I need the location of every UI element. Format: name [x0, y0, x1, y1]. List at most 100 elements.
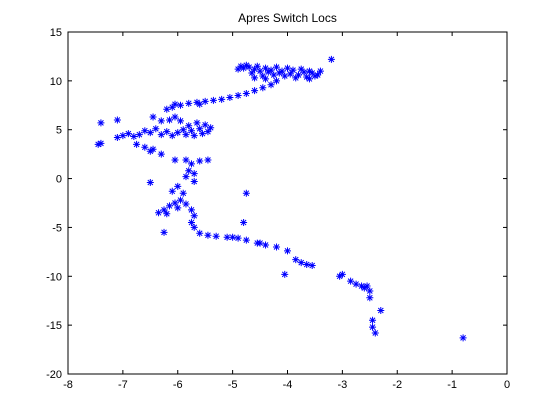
y-tick-label: -5: [52, 222, 62, 234]
scatter-point: [253, 62, 261, 70]
scatter-point: [273, 77, 281, 85]
scatter-point: [187, 206, 195, 214]
scatter-point: [97, 139, 105, 147]
scatter-point: [196, 125, 204, 133]
scatter-point: [366, 294, 374, 302]
scatter-point: [160, 228, 168, 236]
scatter-point: [358, 282, 366, 290]
scatter-point: [149, 113, 157, 121]
scatter-point: [275, 69, 283, 77]
scatter-point: [179, 189, 187, 197]
scatter-point: [190, 178, 198, 186]
x-tick-label: -2: [392, 379, 402, 391]
scatter-point: [146, 147, 154, 155]
scatter-point: [459, 334, 467, 342]
scatter-point: [163, 210, 171, 218]
x-tick-label: -5: [228, 379, 238, 391]
scatter-point: [152, 125, 160, 133]
y-tick-label: -20: [46, 369, 62, 381]
scatter-point: [289, 66, 297, 74]
scatter-point: [242, 90, 250, 98]
scatter-point: [267, 66, 275, 74]
scatter-point: [193, 98, 201, 106]
scatter-point: [245, 63, 253, 71]
scatter-point: [196, 229, 204, 237]
scatter-point: [168, 103, 176, 111]
scatter-point: [179, 126, 187, 134]
scatter-point: [234, 234, 242, 242]
scatter-point: [171, 113, 179, 121]
scatter-point: [185, 122, 193, 130]
axes-frame: [67, 31, 508, 375]
scatter-point: [251, 87, 259, 95]
scatter-point: [303, 261, 311, 269]
chart-title: Apres Switch Locs: [238, 11, 337, 25]
scatter-point: [281, 270, 289, 278]
scatter-point: [300, 68, 308, 76]
scatter-point: [185, 99, 193, 107]
scatter-point: [146, 178, 154, 186]
scatter-point: [174, 182, 182, 190]
scatter-point: [267, 81, 275, 89]
scatter-point: [196, 157, 204, 165]
scatter-point: [369, 316, 377, 324]
scatter-point: [259, 72, 267, 80]
scatter-point: [262, 64, 270, 72]
scatter-point: [256, 67, 264, 75]
scatter-point: [212, 232, 220, 240]
scatter-point: [262, 75, 270, 83]
scatter-point: [240, 64, 248, 72]
x-tick-label: -7: [118, 379, 128, 391]
scatter-point: [363, 282, 371, 290]
y-tick-label: -10: [46, 271, 62, 283]
scatter-point: [149, 145, 157, 153]
scatter-point: [256, 239, 264, 247]
scatter-point: [163, 105, 171, 113]
scatter-point: [278, 67, 286, 75]
scatter-point: [234, 92, 242, 100]
scatter-point: [182, 173, 190, 181]
scatter-point: [113, 134, 121, 142]
x-tick-label: -3: [337, 379, 347, 391]
scatter-point: [133, 140, 141, 148]
scatter-point: [251, 74, 259, 82]
scatter-point: [204, 128, 212, 136]
y-tick-label: 5: [56, 125, 62, 137]
scatter-point: [273, 243, 281, 251]
scatter-point: [113, 116, 121, 124]
scatter-point: [377, 306, 385, 314]
scatter-point: [187, 219, 195, 227]
scatter-point: [308, 262, 316, 270]
scatter-point: [176, 117, 184, 125]
scatter-point: [297, 259, 305, 267]
scatter-point: [327, 55, 335, 63]
scatter-point: [171, 199, 179, 207]
scatter-point: [284, 64, 291, 72]
scatter-point: [281, 72, 289, 80]
scatter-point: [163, 128, 171, 136]
scatter-point: [347, 277, 355, 285]
scatter-point: [259, 84, 267, 92]
scatter-point: [171, 156, 179, 164]
scatter-point: [338, 270, 346, 278]
scatter-point: [157, 150, 165, 158]
scatter-point: [174, 129, 182, 137]
scatter-point: [314, 71, 322, 79]
scatter-point: [201, 121, 209, 129]
scatter-point: [292, 74, 300, 82]
scatter-point: [297, 65, 305, 73]
y-tick-label: 15: [50, 27, 62, 39]
scatter-point: [146, 129, 154, 137]
scatter-point: [196, 100, 204, 108]
scatter-point: [155, 209, 163, 217]
scatter-point: [160, 206, 168, 214]
scatter-point: [264, 68, 272, 76]
scatter-point: [185, 167, 193, 175]
scatter-point: [193, 119, 201, 127]
scatter-point: [182, 131, 190, 139]
scatter-point: [166, 202, 174, 210]
scatter-point: [94, 140, 102, 148]
scatter-point: [223, 233, 231, 241]
